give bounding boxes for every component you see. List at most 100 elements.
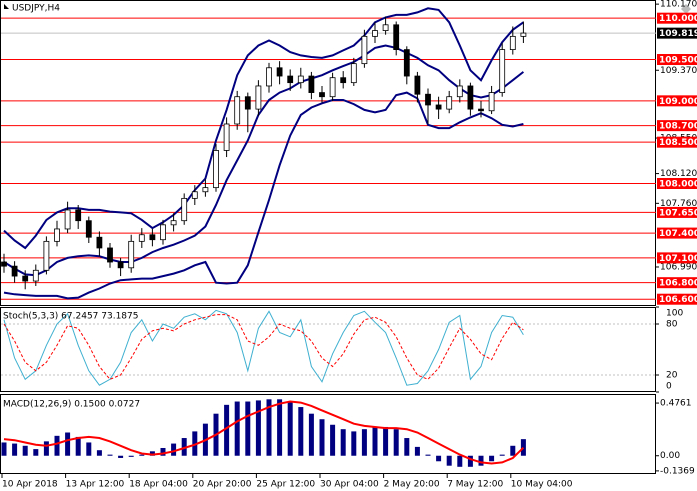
histogram-bar xyxy=(425,454,431,456)
candle-body xyxy=(43,240,50,271)
histogram-bar xyxy=(149,451,155,456)
level-label-box xyxy=(657,293,697,305)
line xyxy=(3,400,525,465)
x-tick-label: 13 Apr 12:00 xyxy=(66,480,125,490)
histogram-bar xyxy=(467,455,473,467)
scroll-marker xyxy=(681,4,691,14)
histogram-bar xyxy=(139,454,145,456)
histogram-bar xyxy=(319,419,325,456)
candle-body xyxy=(11,265,18,277)
candle-body xyxy=(456,85,463,98)
pane-title: Stoch(5,3,3) 67.2457 73.1875 xyxy=(3,312,138,322)
y-tick-label: 100 xyxy=(666,309,683,319)
y-tick-label: 0.00 xyxy=(660,451,680,461)
macd-pane xyxy=(0,394,656,474)
candle-body xyxy=(202,187,209,193)
candle-body xyxy=(467,85,474,110)
candle-body xyxy=(446,96,453,110)
histogram-bar xyxy=(43,441,49,456)
histogram-bar xyxy=(1,442,7,456)
candle-body xyxy=(499,49,506,93)
candle-body xyxy=(329,77,336,98)
y-tick-label: 106.990 xyxy=(660,262,697,272)
y-tick-label: -0.1369 xyxy=(660,466,695,476)
level-label-box xyxy=(657,177,697,189)
histogram-bar xyxy=(361,429,367,456)
histogram-bar xyxy=(12,443,18,456)
level-label: 106.800 xyxy=(659,279,697,289)
histogram-bar xyxy=(499,454,505,456)
histogram-bar xyxy=(266,399,272,456)
x-tick-label: 18 Apr 04:00 xyxy=(129,480,188,490)
x-tick-label: 20 Apr 20:00 xyxy=(193,480,252,490)
level-label: 107.650 xyxy=(659,208,697,218)
y-tick-label: 108.120 xyxy=(660,169,697,179)
last-price-label: 109.819 xyxy=(659,29,697,39)
symbol-icon xyxy=(4,4,9,9)
histogram-bar xyxy=(192,431,198,456)
histogram-bar xyxy=(224,404,230,456)
candle-body xyxy=(191,191,198,199)
level-label-box xyxy=(657,54,697,66)
y-tick-label: 0 xyxy=(666,382,672,392)
level-label-box xyxy=(657,95,697,107)
histogram-bar xyxy=(478,455,484,466)
candle-body xyxy=(255,85,262,110)
histogram-bar xyxy=(75,436,81,456)
candle-body xyxy=(276,67,283,77)
y-tick-label: 80 xyxy=(666,320,678,330)
candle-body xyxy=(244,96,251,110)
candle-body xyxy=(1,261,7,267)
candle-body xyxy=(223,123,230,151)
candle-body xyxy=(170,220,177,226)
price-pane xyxy=(0,0,656,306)
histogram-bar xyxy=(160,447,166,456)
histogram-bar xyxy=(96,450,102,456)
y-tick-label: 110.170 xyxy=(660,0,697,10)
candle-body xyxy=(85,220,92,238)
line xyxy=(3,91,524,300)
histogram-bar xyxy=(128,455,134,457)
stoch-pane xyxy=(0,307,656,392)
x-tick-label: 2 May 20:00 xyxy=(384,480,440,490)
candle-body xyxy=(287,75,294,84)
level-label: 106.600 xyxy=(659,295,697,305)
pane-title: MACD(12,26,9) 0.1500 0.0727 xyxy=(3,400,140,410)
histogram-bar xyxy=(393,429,399,456)
histogram-bar xyxy=(86,442,92,456)
candle-body xyxy=(297,75,304,84)
level-label: 108.700 xyxy=(659,122,697,132)
candle-body xyxy=(54,228,60,242)
y-tick-label: 107.760 xyxy=(660,199,697,209)
histogram-bar xyxy=(33,449,39,456)
level-label-box xyxy=(657,252,697,264)
level-label-box xyxy=(657,136,697,148)
x-tick-label: 10 Apr 2018 xyxy=(2,480,58,490)
x-tick-label: 30 Apr 04:00 xyxy=(320,480,379,490)
histogram-bar xyxy=(22,445,28,456)
histogram-bar xyxy=(330,424,336,456)
level-label: 109.500 xyxy=(659,56,697,66)
candle-body xyxy=(425,93,431,106)
histogram-bar xyxy=(107,454,113,456)
candle-body xyxy=(96,236,103,249)
candle-body xyxy=(149,234,156,241)
chart-title: USDJPY,H4 xyxy=(12,4,60,14)
histogram-bar xyxy=(510,445,516,456)
candle-body xyxy=(32,269,39,282)
histogram-bar xyxy=(372,426,378,456)
candle-body xyxy=(340,77,347,84)
candle-body xyxy=(107,247,113,263)
y-tick-label: 20 xyxy=(666,371,678,381)
candle-body xyxy=(488,92,495,112)
histogram-bar xyxy=(436,455,442,462)
histogram-bar xyxy=(457,455,463,467)
histogram-bar xyxy=(245,401,251,456)
histogram-bar xyxy=(308,413,314,456)
candle-body xyxy=(372,30,378,37)
x-tick-label: 10 May 04:00 xyxy=(511,480,573,490)
candle-body xyxy=(138,234,145,242)
candle-body xyxy=(181,197,188,222)
